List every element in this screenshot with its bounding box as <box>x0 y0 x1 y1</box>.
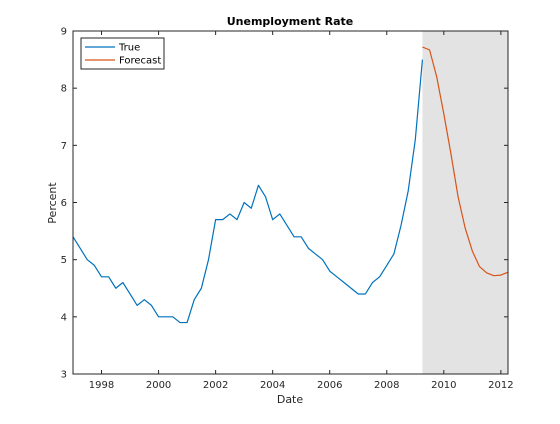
chart-title: Unemployment Rate <box>227 15 354 28</box>
x-tick-label: 2002 <box>203 380 228 391</box>
y-tick-label: 9 <box>61 27 67 38</box>
x-tick-label: 1998 <box>89 380 114 391</box>
legend-label-true: True <box>118 43 140 54</box>
y-tick-label: 3 <box>61 370 67 381</box>
y-tick-label: 8 <box>61 84 67 95</box>
y-tick-label: 4 <box>61 312 67 323</box>
x-tick-label: 2004 <box>260 380 285 391</box>
legend: True Forecast <box>80 37 165 70</box>
y-axis-title: Percent <box>46 182 59 224</box>
x-tick-label: 2006 <box>317 380 342 391</box>
series-layer <box>72 46 509 324</box>
x-tick-label: 2012 <box>488 380 513 391</box>
x-axis-ticks: 1998 2000 2002 2004 2006 2008 2010 2012 <box>89 31 514 391</box>
legend-label-forecast: Forecast <box>119 56 161 67</box>
y-tick-label: 6 <box>61 198 67 209</box>
x-tick-label: 2010 <box>431 380 456 391</box>
x-axis-title: Date <box>277 393 304 406</box>
x-tick-label: 2008 <box>374 380 399 391</box>
y-tick-label: 7 <box>61 141 67 152</box>
y-axis-ticks: 3 4 5 6 7 8 9 <box>61 27 508 381</box>
forecast-shade <box>422 31 508 374</box>
series-line-true <box>72 59 424 324</box>
x-tick-label: 2000 <box>146 380 171 391</box>
y-tick-label: 5 <box>61 255 67 266</box>
series-line-forecast <box>422 46 509 277</box>
forecast-shaded-region <box>422 31 508 374</box>
legend-box <box>80 37 165 70</box>
